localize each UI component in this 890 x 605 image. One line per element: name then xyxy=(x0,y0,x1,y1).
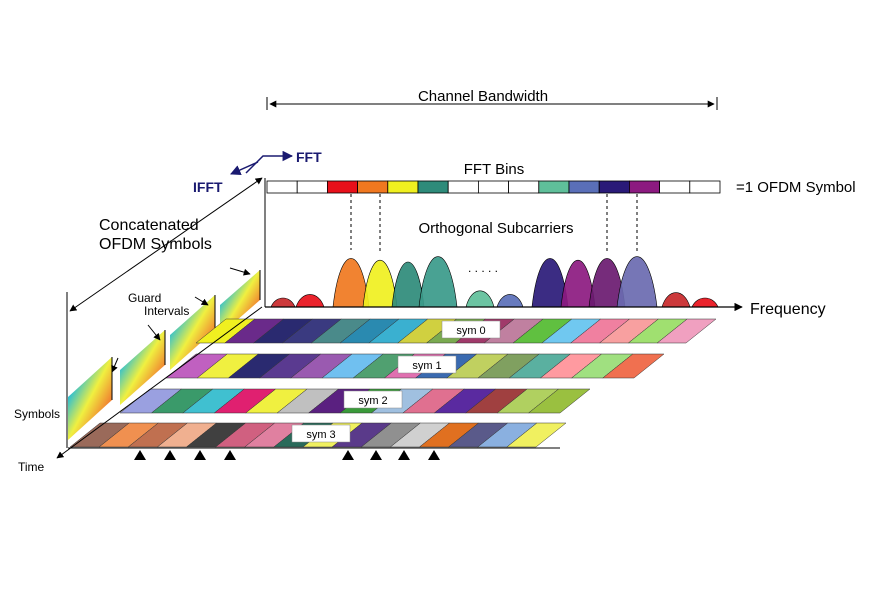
symbol-cell xyxy=(506,422,567,448)
sym-2-label: sym 2 xyxy=(358,395,387,407)
fft-bin xyxy=(538,180,570,194)
subcarrier-peak xyxy=(418,256,458,308)
subcarrier-peak xyxy=(270,297,296,308)
up-marker-icon xyxy=(398,450,410,460)
up-marker-icon xyxy=(342,450,354,460)
symbol-cell xyxy=(602,353,665,379)
fft-bin xyxy=(387,180,419,194)
symbols-label: Symbols xyxy=(14,407,60,421)
fft-bin xyxy=(508,180,540,194)
concatenated-label-line1: Concatenated xyxy=(99,217,199,234)
up-marker-icon xyxy=(134,450,146,460)
channel-bandwidth-label: Channel Bandwidth xyxy=(418,88,548,105)
guard-pointer-arrows xyxy=(111,267,251,373)
subcarrier-peak xyxy=(661,292,691,308)
concatenated-label-line2: OFDM Symbols xyxy=(99,236,212,253)
fft-bin xyxy=(568,180,600,194)
fft-bin xyxy=(477,180,509,194)
subcarrier-peak xyxy=(496,294,524,308)
up-marker-icon xyxy=(164,450,176,460)
subcarrier-peak xyxy=(616,256,658,308)
ifft-label: IFFT xyxy=(193,179,223,195)
fft-bin xyxy=(629,180,661,194)
fft-bin xyxy=(266,180,298,194)
concatenated-arrow xyxy=(69,177,263,312)
guard-label-line1: Guard xyxy=(128,291,161,305)
ofdm-symbol-label: =1 OFDM Symbol xyxy=(736,179,856,196)
subcarrier-peak xyxy=(465,290,495,308)
fft-bins-label: FFT Bins xyxy=(464,161,525,178)
fft-bin xyxy=(357,180,389,194)
guard-label-line2: Intervals xyxy=(144,304,189,318)
symbol-cell xyxy=(527,388,591,414)
time-label: Time xyxy=(18,460,45,474)
up-marker-icon xyxy=(224,450,236,460)
up-marker-icon xyxy=(428,450,440,460)
fft-bin xyxy=(598,180,630,194)
time-axis xyxy=(56,306,263,459)
frequency-label: Frequency xyxy=(750,301,826,318)
symbol-cell xyxy=(656,318,717,344)
fft-bin xyxy=(326,180,358,194)
symbol-labels: sym 0 sym 1 sym 2 sym 3 xyxy=(291,320,501,443)
fft-label: FFT xyxy=(296,149,322,165)
sym-0-label: sym 0 xyxy=(456,325,485,337)
ifft-arrow xyxy=(230,161,259,175)
up-marker-icon xyxy=(370,450,382,460)
fft-bin xyxy=(447,180,479,194)
up-marker-icon xyxy=(194,450,206,460)
fft-bin xyxy=(417,180,449,194)
subcarrier-peak xyxy=(691,297,719,308)
fft-bins-bar xyxy=(266,180,721,194)
fft-bin xyxy=(296,180,328,194)
fft-bin xyxy=(689,180,721,194)
subcarrier-peak xyxy=(362,260,398,308)
time-markers xyxy=(134,450,440,460)
symbol-rows xyxy=(69,318,717,448)
subcarrier-ellipsis: . . . . . xyxy=(468,261,498,275)
channel-bandwidth-dimension: Channel Bandwidth xyxy=(266,88,718,110)
orthogonal-subcarriers-label: Orthogonal Subcarriers xyxy=(418,220,573,237)
subcarrier-peak xyxy=(391,261,425,308)
subcarrier-peaks xyxy=(270,256,719,308)
subcarrier-peak xyxy=(295,294,325,308)
sym-3-label: sym 3 xyxy=(306,429,335,441)
fft-bin xyxy=(659,180,691,194)
bin-guides xyxy=(350,194,638,252)
fft-arrow xyxy=(245,150,294,174)
sym-1-label: sym 1 xyxy=(412,360,441,372)
